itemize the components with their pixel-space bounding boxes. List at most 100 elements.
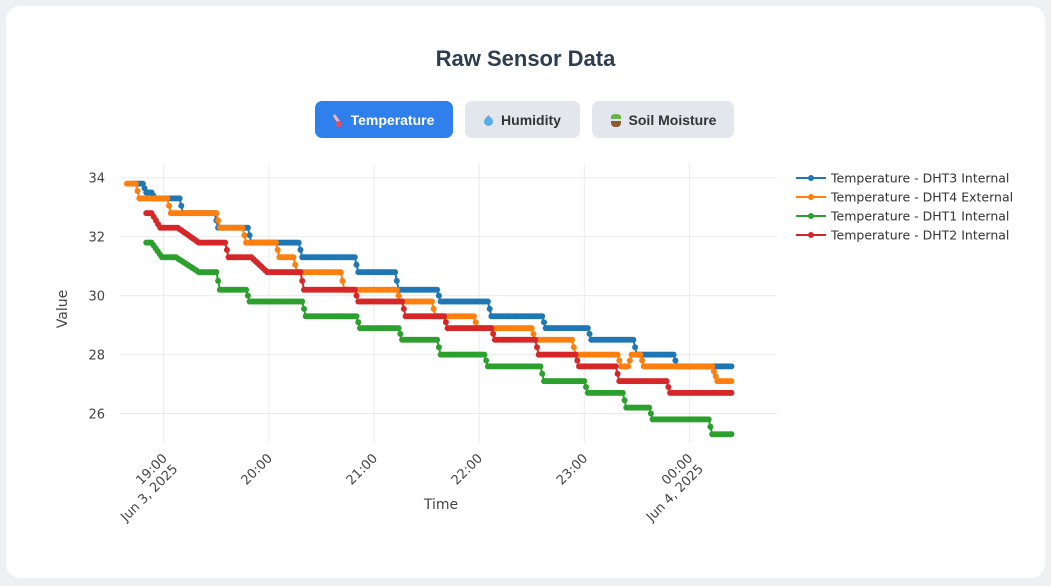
data-point xyxy=(241,232,248,239)
data-point xyxy=(539,313,546,320)
data-point xyxy=(434,286,441,293)
data-point xyxy=(400,305,407,312)
tab-temperature[interactable]: Temperature xyxy=(315,101,453,138)
data-point xyxy=(430,305,437,312)
data-point xyxy=(630,336,637,343)
data-point xyxy=(223,246,230,253)
data-point xyxy=(583,384,589,390)
legend-label: Temperature - DHT4 External xyxy=(830,190,1013,205)
data-point xyxy=(710,368,717,375)
data-point xyxy=(612,363,619,370)
y-tick-label: 28 xyxy=(88,349,105,364)
data-point xyxy=(534,344,540,351)
data-point xyxy=(712,373,719,380)
data-point xyxy=(164,195,171,202)
tab-soil-moisture-label: Soil Moisture xyxy=(628,111,717,128)
legend-label: Temperature - DHT3 Internal xyxy=(830,171,1009,186)
data-point xyxy=(728,363,735,370)
data-point xyxy=(435,292,442,299)
series-3 xyxy=(143,210,735,396)
data-point xyxy=(351,286,358,293)
data-point xyxy=(393,277,400,284)
data-point xyxy=(572,351,579,358)
data-point xyxy=(647,410,654,417)
tab-humidity[interactable]: Humidity xyxy=(465,101,580,138)
data-point xyxy=(728,389,735,396)
series-2 xyxy=(143,239,735,438)
data-point xyxy=(663,378,670,385)
data-point xyxy=(244,224,251,231)
data-point xyxy=(243,286,250,293)
data-point xyxy=(299,277,306,284)
data-point xyxy=(353,261,360,268)
data-point xyxy=(337,269,344,276)
data-point xyxy=(215,277,222,284)
data-point xyxy=(274,246,281,253)
data-point xyxy=(481,351,488,358)
series-1 xyxy=(124,180,735,385)
data-point xyxy=(139,180,146,187)
data-point xyxy=(532,336,539,343)
data-point xyxy=(486,305,493,312)
data-point xyxy=(490,330,497,337)
data-point xyxy=(616,357,623,364)
x-tick-time: 20:00 xyxy=(239,451,276,488)
data-point xyxy=(176,195,183,202)
data-point xyxy=(399,298,406,305)
x-tick-label: 21:00 xyxy=(344,451,381,488)
page-title: Raw Sensor Data xyxy=(435,46,616,71)
data-point xyxy=(244,292,251,299)
data-point xyxy=(672,357,679,364)
sensor-tabs: Temperature Humidity Soil Moisture xyxy=(0,101,1051,138)
chart-series xyxy=(124,180,735,438)
legend-item[interactable]: Temperature - DHT2 Internal xyxy=(796,228,1009,243)
x-tick-time: 22:00 xyxy=(449,451,486,488)
legend-item[interactable]: Temperature - DHT1 Internal xyxy=(796,209,1009,224)
thermometer-icon xyxy=(334,113,344,127)
legend-swatch-marker xyxy=(808,194,814,200)
data-point xyxy=(570,344,577,351)
data-point xyxy=(299,298,306,305)
data-point xyxy=(132,180,139,187)
data-point xyxy=(619,389,626,396)
data-point xyxy=(569,336,575,343)
data-point xyxy=(665,384,672,390)
data-point xyxy=(353,313,360,320)
data-point xyxy=(541,319,547,326)
tab-temperature-label: Temperature xyxy=(350,111,435,128)
tab-soil-moisture[interactable]: Soil Moisture xyxy=(592,101,734,138)
data-point xyxy=(530,330,537,337)
data-point xyxy=(213,269,220,276)
data-point xyxy=(246,232,253,239)
legend-item[interactable]: Temperature - DHT3 Internal xyxy=(796,171,1009,186)
legend-swatch-marker xyxy=(808,175,814,181)
data-point xyxy=(626,357,633,364)
x-tick-label: 22:00 xyxy=(449,451,486,488)
data-point xyxy=(239,224,246,231)
legend-item[interactable]: Temperature - DHT4 External xyxy=(796,190,1013,205)
data-point xyxy=(392,269,399,276)
data-point xyxy=(222,239,229,246)
data-point xyxy=(728,431,735,438)
data-point xyxy=(393,286,400,293)
chart-legend: Temperature - DHT3 Internal Temperature -… xyxy=(796,171,1013,243)
data-point xyxy=(472,319,479,326)
data-point xyxy=(215,217,222,224)
data-point xyxy=(584,325,591,332)
data-point xyxy=(272,239,279,246)
legend-swatch-marker xyxy=(808,213,814,219)
data-point xyxy=(134,188,141,194)
data-point xyxy=(614,370,621,377)
x-tick-label: 20:00 xyxy=(239,451,276,488)
data-point xyxy=(292,261,299,268)
data-point xyxy=(586,330,593,337)
data-point xyxy=(301,305,307,312)
data-point xyxy=(528,325,535,332)
y-tick-label: 32 xyxy=(88,231,105,246)
data-point xyxy=(707,423,714,430)
y-axis-label: Value xyxy=(55,290,71,328)
data-point xyxy=(351,254,358,261)
